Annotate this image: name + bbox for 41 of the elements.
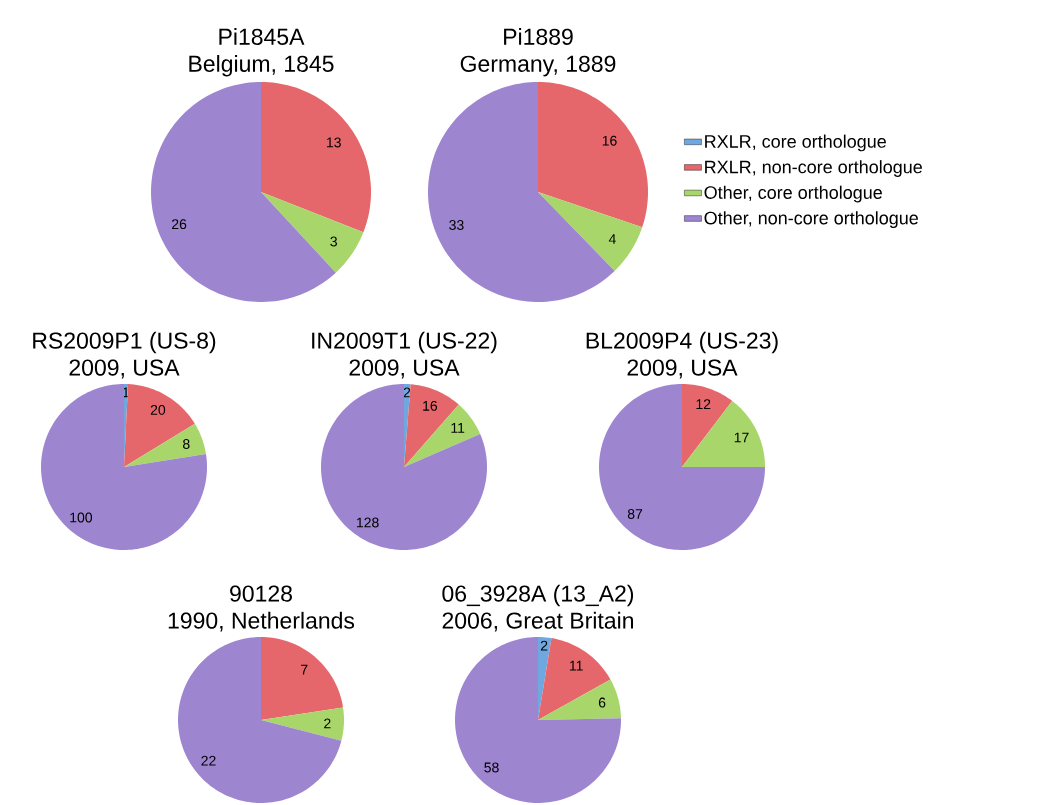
data-label: 100: [70, 512, 93, 523]
data-label: 128: [356, 517, 379, 528]
chart-subtitle: Belgium, 1845: [189, 55, 334, 77]
data-label: 17: [734, 432, 749, 443]
data-label: 4: [608, 234, 616, 244]
data-label: 8: [183, 439, 190, 449]
data-label: 2: [403, 387, 411, 398]
chart-subtitle: 2009, USA: [69, 359, 180, 379]
legend-label: Other, non-core orthologue: [704, 211, 918, 228]
data-label: 2: [540, 640, 548, 651]
chart-subtitle: 2006, Great Britain: [442, 611, 634, 632]
chart-subtitle: Germany, 1889: [460, 55, 616, 77]
data-label: 33: [449, 220, 464, 231]
chart-title: 06_3928A (13_A2): [442, 584, 634, 607]
data-label: 20: [150, 404, 166, 415]
chart-subtitle: 2009, USA: [627, 359, 738, 379]
legend-label: RXLR, non-core orthologue: [705, 160, 922, 177]
data-label: 2: [324, 718, 331, 729]
data-label: 7: [301, 664, 308, 675]
data-label: 22: [201, 755, 216, 766]
data-label: 87: [627, 508, 643, 519]
data-label: 12: [696, 399, 711, 409]
legend-label: Other, core orthologue: [704, 185, 882, 203]
data-label: 16: [602, 135, 617, 146]
data-label: 13: [327, 137, 341, 148]
data-label: 26: [172, 219, 187, 230]
chart-title: RS2009P1 (US-8): [33, 331, 216, 354]
chart-subtitle: 2009, USA: [349, 359, 460, 379]
chart-title: BL2009P4 (US-23): [586, 331, 778, 354]
chart-title: Pi1845A: [219, 28, 305, 45]
data-label: 11: [451, 423, 465, 433]
chart-title: IN2009T1 (US-22): [312, 331, 497, 354]
data-label: 11: [569, 660, 583, 671]
data-label: 16: [423, 400, 438, 411]
chart-title: Pi1889: [504, 28, 573, 45]
data-label: 3: [330, 236, 337, 247]
data-label: 58: [484, 762, 499, 773]
data-label: 6: [598, 697, 606, 708]
legend-label: RXLR, core orthologue: [705, 134, 886, 152]
chart-title: 90128: [230, 585, 292, 602]
chart-subtitle: 1990, Netherlands: [168, 611, 355, 632]
